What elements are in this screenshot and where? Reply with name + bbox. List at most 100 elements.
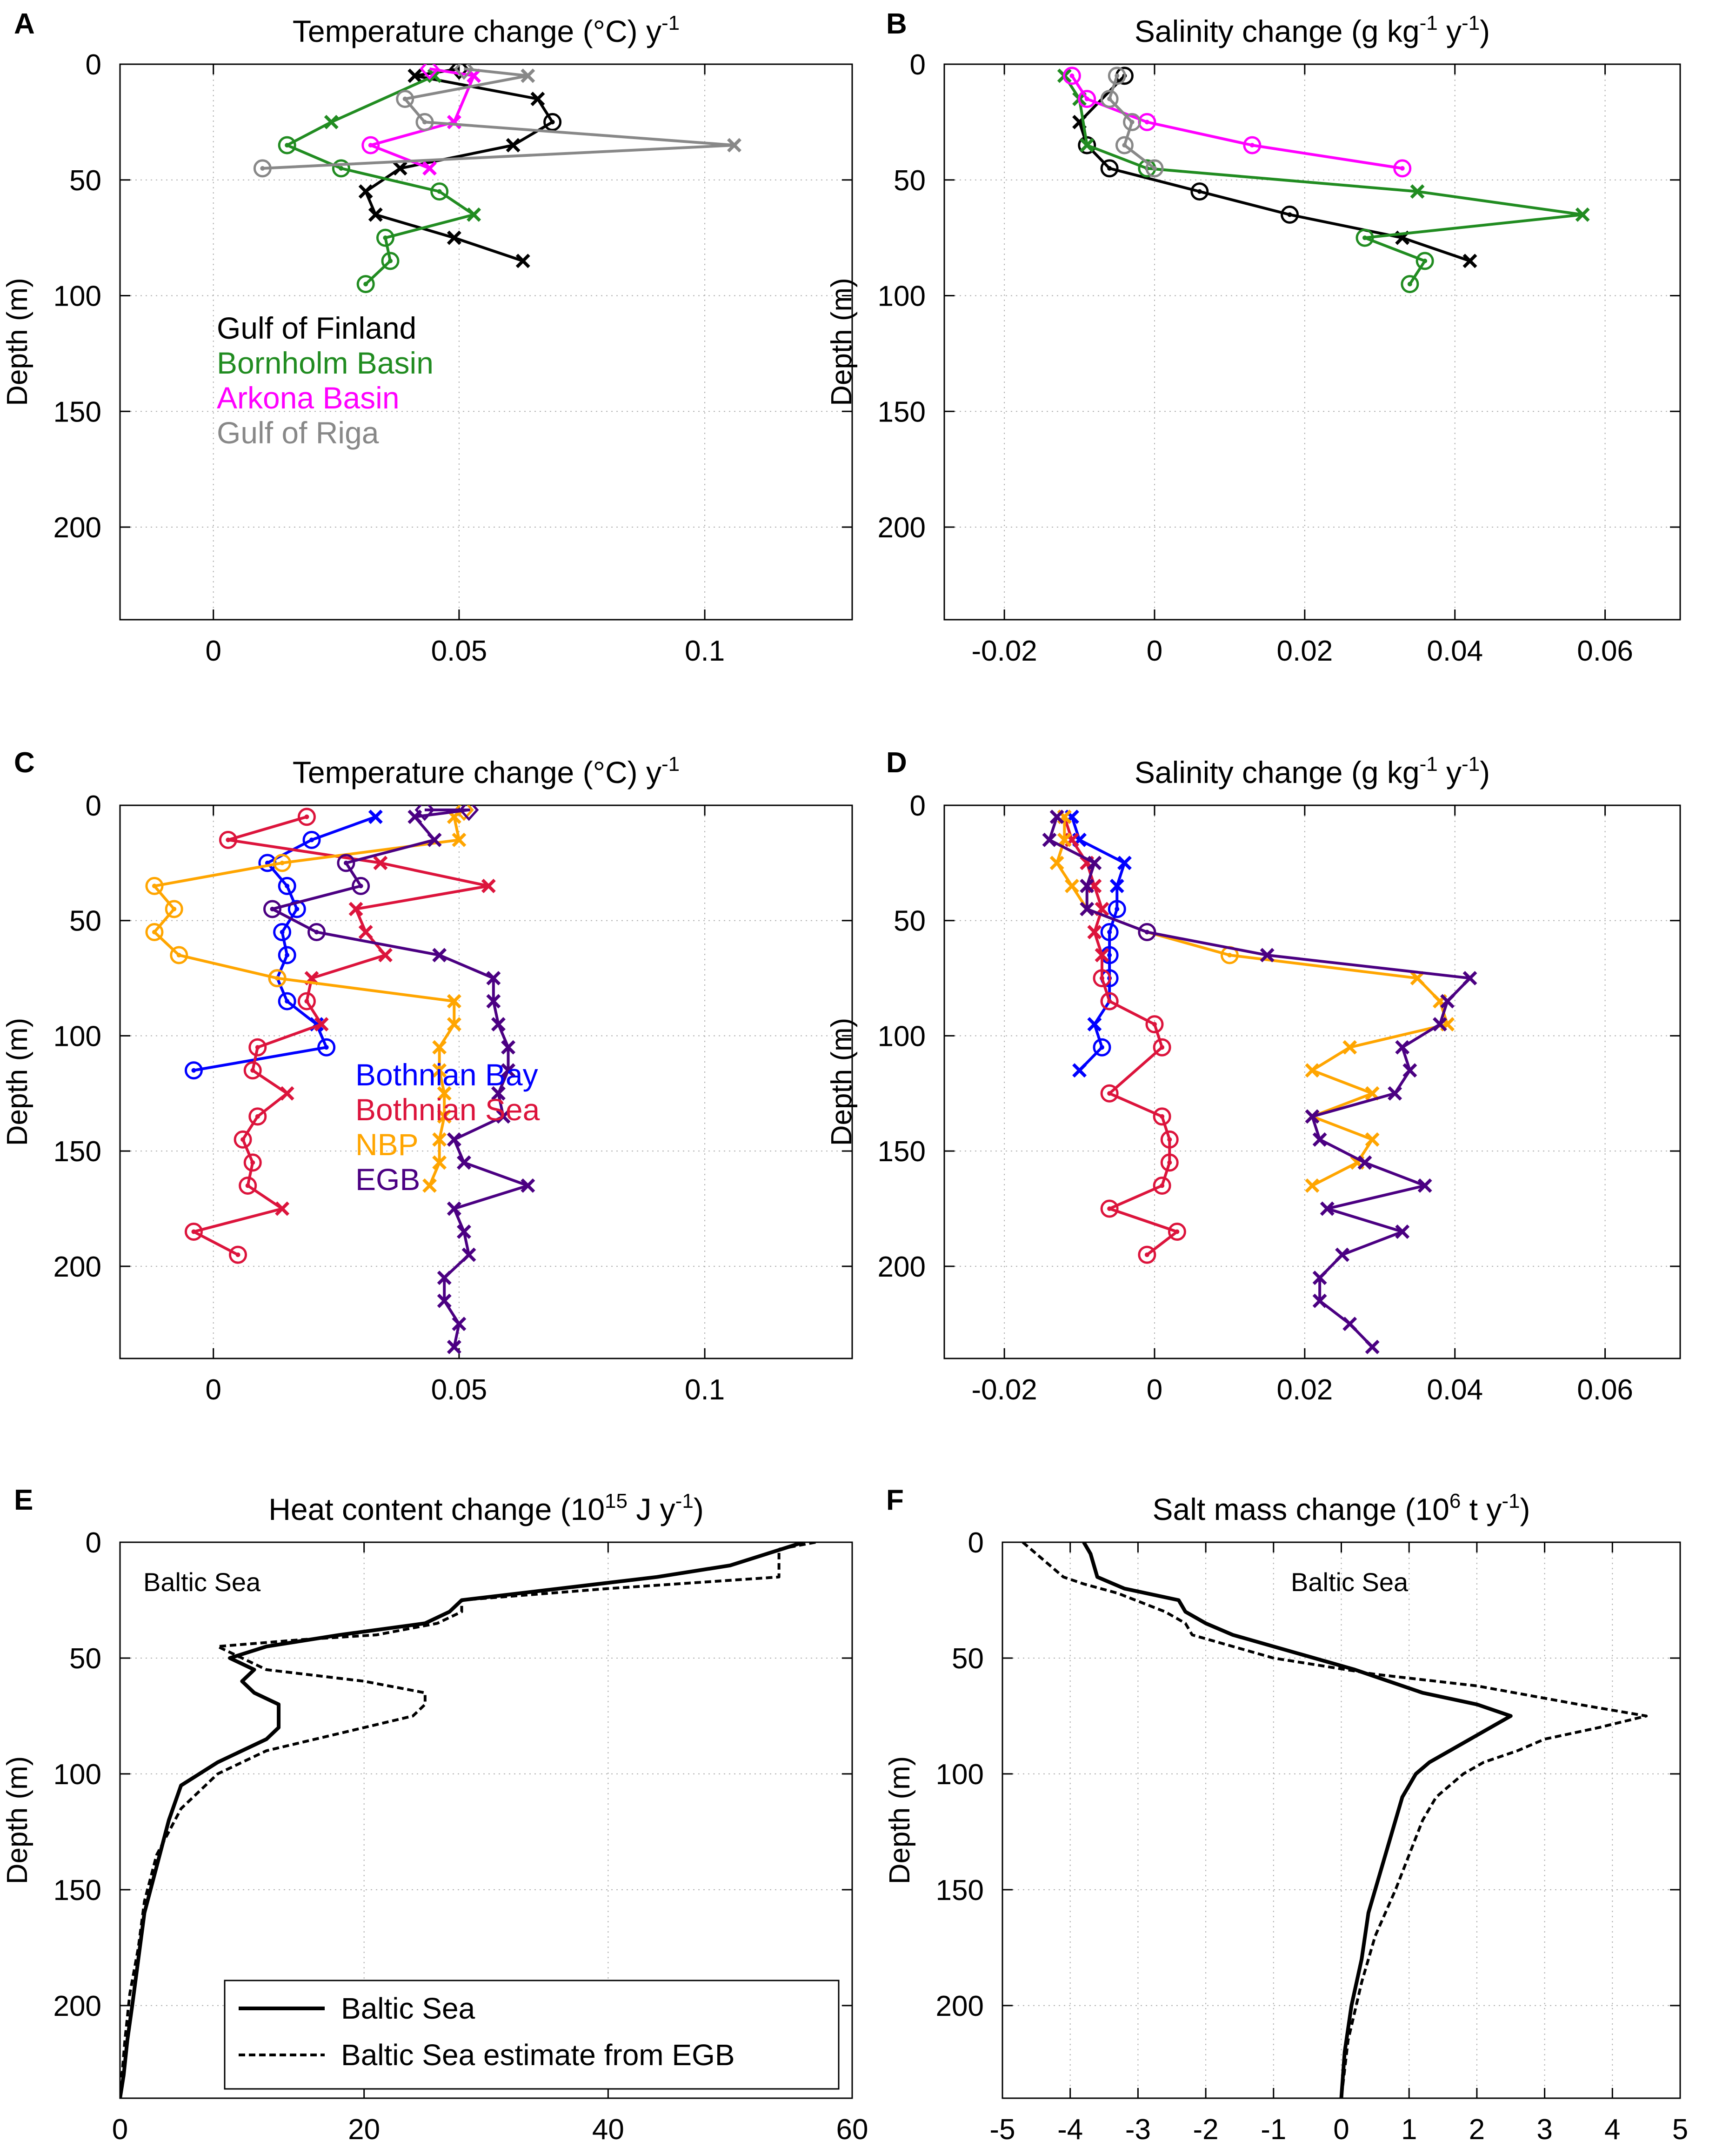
- series-egb-point-4: [1080, 902, 1095, 917]
- data-layer: [1057, 67, 1590, 294]
- series-bothnian-sea-point-1: [219, 830, 237, 849]
- y-tick-label: 150: [936, 1874, 984, 1907]
- legend-entry: Gulf of Finland: [217, 311, 416, 345]
- series-gulf-of-riga-point-3: [1115, 136, 1134, 154]
- y-tick-label: 0: [910, 49, 926, 81]
- series-egb-point-10: [1395, 1040, 1410, 1055]
- title-text: J y: [628, 1492, 675, 1526]
- panel-letter: E: [14, 1484, 33, 1516]
- series-arkona-basin-point-1: [1078, 90, 1096, 108]
- x-tick-label: 0.06: [1577, 1374, 1633, 1406]
- series-bornholm-basin-point-4: [1410, 184, 1425, 199]
- series-nbp-point-14: [437, 1109, 452, 1124]
- series-arkona-basin-point-3-center: [368, 143, 373, 148]
- data-layer: [253, 64, 741, 294]
- y-tick-label: 50: [894, 905, 926, 937]
- data-layer: [1042, 810, 1477, 1354]
- y-tick-label: 50: [69, 165, 101, 197]
- series-egb-point-5-center: [1144, 930, 1149, 935]
- series-bothnian-sea-point-10-center: [255, 1045, 260, 1050]
- series-bothnian-sea-point-16-center: [245, 1183, 250, 1188]
- series-gulf-of-riga-point-3-center: [422, 120, 427, 125]
- series-bornholm-basin-point-8: [356, 275, 375, 294]
- x-tick-label: 0.02: [1277, 635, 1333, 667]
- legend-entry: Bornholm Basin: [217, 346, 434, 380]
- series-bothnian-sea-point-10: [248, 1038, 267, 1057]
- title-text: ): [1480, 755, 1490, 789]
- y-tick-label: 150: [53, 396, 101, 428]
- series-nbp-point-11: [432, 1040, 447, 1055]
- series-egb-point-3: [427, 832, 442, 847]
- series-egb-point-19: [1335, 1247, 1350, 1262]
- series-egb-point-22: [437, 1271, 452, 1285]
- series-nbp-point-7: [170, 946, 188, 964]
- series-bothnian-bay-point-4-center: [1115, 906, 1120, 911]
- series-gulf-of-riga-point-5: [253, 159, 272, 178]
- series-nbp-point-6-center: [1227, 953, 1232, 958]
- data-layer: [120, 1542, 816, 2098]
- series-bothnian-bay-point-11: [1072, 1063, 1087, 1078]
- series-bothnian-sea-point-9: [314, 1017, 329, 1032]
- x-tick-label: 0.04: [1427, 635, 1483, 667]
- x-tick-label: 0: [1147, 1374, 1162, 1406]
- title-text: Heat content change (10: [268, 1492, 605, 1526]
- y-tick-label: 200: [53, 1251, 101, 1283]
- y-axis-label: Depth (m): [1, 1018, 33, 1146]
- series-bothnian-sea: [184, 808, 496, 1264]
- series-bothnian-sea-point-16-center: [1107, 1206, 1112, 1211]
- series-gulf-of-riga-point-4: [1145, 159, 1164, 178]
- series-bothnian-sea-point-14-center: [1167, 1160, 1172, 1165]
- series-gulf-of-finland-point-9: [515, 254, 530, 268]
- series-bothnian-sea-point-8-center: [304, 999, 309, 1004]
- series-bornholm-basin-point-6-center: [1362, 235, 1367, 241]
- data-layer: [1022, 1542, 1648, 2098]
- title-superscript: -1: [661, 12, 680, 34]
- series-egb-point-23: [1365, 1339, 1380, 1354]
- title-text: Salinity change (g kg: [1135, 755, 1420, 789]
- series-bothnian-sea-point-14: [234, 1130, 252, 1149]
- title-text: Temperature change (°C) y: [293, 14, 661, 48]
- series-arkona-basin-point-1-center: [1084, 96, 1089, 101]
- series-nbp: [145, 805, 474, 1193]
- axes-frame: [943, 804, 1681, 1359]
- title-superscript: 6: [1449, 1490, 1461, 1512]
- series-gulf-of-riga: [253, 64, 741, 178]
- series-bothnian-bay-point-8: [278, 992, 296, 1010]
- series-gulf-of-riga-point-2-center: [1129, 120, 1135, 125]
- y-tick-label: 100: [878, 1020, 926, 1052]
- series-gulf-of-finland-point-8: [447, 230, 461, 245]
- x-tick-label: 0.02: [1277, 1374, 1333, 1406]
- y-axis-label: Depth (m): [826, 1018, 858, 1146]
- series-gulf-of-finland-point-1: [407, 68, 422, 83]
- series-arkona-basin-point-2-center: [1144, 120, 1149, 125]
- series-nbp-point-10: [447, 1017, 461, 1032]
- series-arkona-basin-point-4: [422, 161, 437, 176]
- series-bothnian-bay-point-5: [1100, 923, 1119, 941]
- series-bothnian-sea-point-11: [243, 1061, 262, 1080]
- y-tick-label: 100: [53, 1759, 101, 1791]
- title-superscript: -1: [1420, 12, 1438, 34]
- series-bothnian-bay-point-8-center: [285, 999, 290, 1004]
- title-text: t y: [1461, 1492, 1502, 1526]
- series-bothnian-sea-point-13-center: [1167, 1137, 1172, 1142]
- series-bornholm-basin-point-7: [381, 252, 400, 270]
- y-tick-label: 100: [878, 281, 926, 313]
- y-tick-label: 100: [53, 1020, 101, 1052]
- y-tick-label: 150: [53, 1874, 101, 1907]
- series-bothnian-sea-point-14: [1160, 1153, 1179, 1172]
- y-tick-label: 200: [53, 512, 101, 544]
- panel-letter: D: [886, 747, 907, 779]
- x-tick-label: -2: [1193, 2114, 1219, 2141]
- series-bornholm-basin-point-4: [430, 182, 449, 201]
- series-bothnian-bay-point-10-center: [1100, 1045, 1104, 1050]
- x-tick-label: -4: [1057, 2114, 1083, 2141]
- series-egb-point-21: [461, 1247, 476, 1262]
- y-tick-label: 0: [86, 790, 101, 822]
- series-bothnian-sea-point-18: [1138, 1245, 1156, 1264]
- series-bornholm-basin-point-1: [324, 114, 339, 129]
- series-egb-point-2: [1087, 856, 1102, 870]
- series-bothnian-bay-point-6-center: [285, 953, 290, 958]
- series-gulf-of-riga-point-2: [1123, 113, 1142, 131]
- title-text: Temperature change (°C) y: [293, 755, 661, 789]
- axes-frame: [119, 804, 853, 1359]
